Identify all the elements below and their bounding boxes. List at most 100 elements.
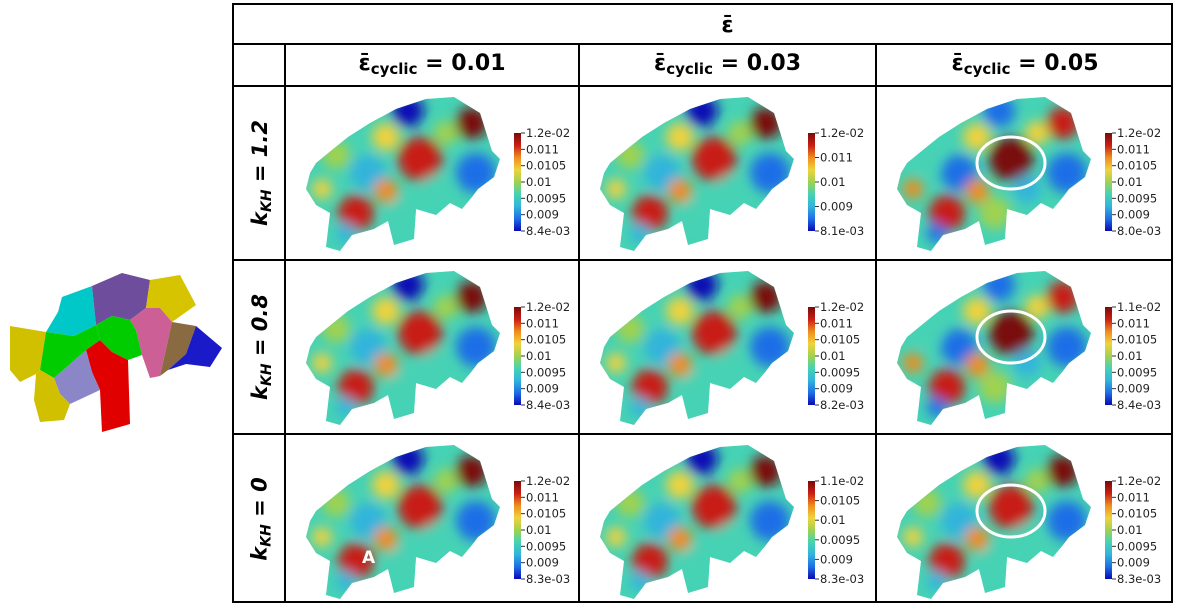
colorbar-tick-label: 0.009 xyxy=(820,200,853,214)
colorbar-tick-label: 0.009 xyxy=(526,382,559,396)
colorbar-tick-label: 0.009 xyxy=(526,208,559,222)
grain-green-center xyxy=(96,316,142,360)
strain-field xyxy=(600,97,794,251)
strain-map-cell-r1-c1: 1.2e-02 0.011 0.0105 0.01 0.0095 0.009 8.4e-03 xyxy=(286,87,578,259)
strain-field xyxy=(600,271,794,425)
grain-blue xyxy=(168,326,222,370)
colorbar-tick-label: 8.1e-03 xyxy=(820,224,864,238)
colorbar: 1.2e-02 0.011 0.0105 0.01 0.0095 0.009 8.3e-03 xyxy=(514,474,570,586)
colorbar: 1.1e-02 0.0105 0.01 0.0095 0.009 8.3e-03 xyxy=(808,474,864,586)
strain-map-svg: 1.2e-02 0.011 0.0105 0.01 0.0095 0.009 8.0e-03 xyxy=(897,97,1161,251)
colorbar-tick-label: 0.011 xyxy=(820,316,853,330)
colorbar-tick-label: 0.01 xyxy=(1117,523,1143,537)
strain-field: A xyxy=(306,445,500,599)
row-header-3: kKH = 0 xyxy=(248,477,276,561)
colorbar-tick-label: 0.01 xyxy=(820,175,846,189)
grain-brown xyxy=(160,322,196,376)
colorbar: 1.2e-02 0.011 0.0105 0.01 0.0095 0.009 8.4e-03 xyxy=(514,126,570,238)
colorbar-tick-label: 8.0e-03 xyxy=(1117,224,1161,238)
colorbar-tick-label: 0.0105 xyxy=(820,494,860,508)
grain-green-left xyxy=(40,325,100,378)
column-header-2: ε̄cyclic = 0.03 xyxy=(653,51,802,78)
colorbar-tick-label: 0.0095 xyxy=(526,539,566,553)
colorbar-tick-label: 0.009 xyxy=(1117,556,1150,570)
strain-field xyxy=(600,445,794,599)
colorbar-tick-label: 0.0105 xyxy=(1117,507,1157,521)
colorbar-tick-label: 0.01 xyxy=(526,175,552,189)
colorbar-tick-label: 0.009 xyxy=(820,552,853,566)
strain-map-cell-r3-c3: 1.2e-02 0.011 0.0105 0.01 0.0095 0.009 8.3e-03 xyxy=(877,435,1173,603)
row-header-2: kKH = 0.8 xyxy=(248,294,275,400)
colorbar-tick-label: 8.4e-03 xyxy=(1117,398,1161,412)
strain-map-svg: 1.1e-02 0.0105 0.01 0.0095 0.009 8.3e-03 xyxy=(600,445,864,599)
strain-field xyxy=(306,97,500,251)
strain-map-svg: 1.2e-02 0.011 0.0105 0.01 0.0095 0.009 8.4e-03 xyxy=(306,271,570,425)
colorbar-tick-label: 1.1e-02 xyxy=(1117,300,1161,314)
column-header-3: ε̄cyclic = 0.05 xyxy=(951,51,1099,78)
colorbar-tick-label: 0.009 xyxy=(820,382,853,396)
highlight-ellipse xyxy=(975,483,1047,539)
strain-map-svg: A 1.2e-02 0.011 0.0105 0.01 0.0095 0.009 8.3e-0… xyxy=(306,445,570,599)
colorbar-tick-label: 0.011 xyxy=(820,151,853,165)
colorbar-tick-label: 1.2e-02 xyxy=(526,474,570,488)
colorbar-tick-label: 0.011 xyxy=(526,490,559,504)
colorbar-tick-label: 0.01 xyxy=(1117,349,1143,363)
colorbar-tick-label: 0.0095 xyxy=(526,191,566,205)
colorbar-tick-label: 8.3e-03 xyxy=(820,572,864,586)
colorbar-tick-label: 0.0095 xyxy=(820,365,860,379)
highlight-ellipse xyxy=(975,135,1047,191)
colorbar-tick-label: 1.2e-02 xyxy=(1117,126,1161,140)
colorbar-tick-label: 0.0095 xyxy=(1117,191,1157,205)
colorbar-tick-label: 0.009 xyxy=(1117,208,1150,222)
row-header-1: kKH = 1.2 xyxy=(248,120,275,226)
colorbar: 1.2e-02 0.011 0.0105 0.01 0.0095 0.009 8.0e-03 xyxy=(1105,126,1161,238)
strain-map-svg: 1.2e-02 0.011 0.0105 0.01 0.0095 0.009 8.3e-03 xyxy=(897,445,1161,599)
colorbar: 1.1e-02 0.011 0.0105 0.01 0.0095 0.009 8.4e-03 xyxy=(1105,300,1161,412)
grain-pink xyxy=(130,308,172,378)
colorbar-tick-label: 0.009 xyxy=(526,556,559,570)
grain-yellow-bottom xyxy=(34,370,70,422)
region-marker-a: A xyxy=(362,548,376,568)
colorbar-tick-label: 8.4e-03 xyxy=(526,398,570,412)
colorbar-tick-label: 0.011 xyxy=(526,142,559,156)
colorbar-tick-label: 1.1e-02 xyxy=(820,474,864,488)
colorbar-tick-label: 0.011 xyxy=(1117,490,1150,504)
colorbar-tick-label: 0.011 xyxy=(526,316,559,330)
colorbar-tick-label: 0.009 xyxy=(1117,382,1150,396)
colorbar-tick-label: 0.0095 xyxy=(526,365,566,379)
strain-map-cell-r3-c2: 1.1e-02 0.0105 0.01 0.0095 0.009 8.3e-03 xyxy=(580,435,875,603)
strain-field xyxy=(897,97,1091,251)
colorbar-tick-label: 8.3e-03 xyxy=(1117,572,1161,586)
colorbar-tick-label: 0.0095 xyxy=(820,533,860,547)
strain-map-cell-r2-c3: 1.1e-02 0.011 0.0105 0.01 0.0095 0.009 8.4e-03 xyxy=(877,261,1173,433)
strain-map-svg: 1.1e-02 0.011 0.0105 0.01 0.0095 0.009 8.4e-03 xyxy=(897,271,1161,425)
colorbar: 1.2e-02 0.011 0.0105 0.01 0.0095 0.009 8.3e-03 xyxy=(1105,474,1161,586)
strain-map-cell-r3-c1: A 1.2e-02 0.011 0.0105 0.01 0.0095 0.009 8.3e-0… xyxy=(286,435,578,603)
grain-yellow-left xyxy=(10,326,46,382)
grain-lavender xyxy=(54,350,100,404)
colorbar: 1.2e-02 0.011 0.0105 0.01 0.0095 0.009 8.2e-03 xyxy=(808,300,864,412)
colorbar-tick-label: 0.0105 xyxy=(526,159,566,173)
grain-cyan xyxy=(46,286,96,336)
colorbar-tick-label: 0.0105 xyxy=(1117,159,1157,173)
colorbar-tick-label: 1.2e-02 xyxy=(820,300,864,314)
colorbar-tick-label: 0.0095 xyxy=(1117,539,1157,553)
colorbar-tick-label: 0.01 xyxy=(1117,175,1143,189)
colorbar-tick-label: 0.011 xyxy=(1117,142,1150,156)
colorbar-tick-label: 8.3e-03 xyxy=(526,572,570,586)
colorbar: 1.2e-02 0.011 0.0105 0.01 0.0095 0.009 8.4e-03 xyxy=(514,300,570,412)
colorbar-tick-label: 1.2e-02 xyxy=(526,126,570,140)
strain-map-cell-r2-c1: 1.2e-02 0.011 0.0105 0.01 0.0095 0.009 8.4e-03 xyxy=(286,261,578,433)
strain-field xyxy=(897,445,1091,599)
colorbar-tick-label: 1.2e-02 xyxy=(820,126,864,140)
colorbar-tick-label: 0.011 xyxy=(1117,316,1150,330)
highlight-ellipse xyxy=(975,309,1047,365)
colorbar: 1.2e-02 0.011 0.01 0.009 8.1e-03 xyxy=(808,126,864,238)
colorbar-tick-label: 1.2e-02 xyxy=(526,300,570,314)
colorbar-tick-label: 0.01 xyxy=(820,349,846,363)
strain-map-cell-r1-c3: 1.2e-02 0.011 0.0105 0.01 0.0095 0.009 8.0e-03 xyxy=(877,87,1173,259)
table-title: ε̄ xyxy=(721,13,734,38)
strain-field xyxy=(897,271,1091,425)
colorbar-tick-label: 0.01 xyxy=(526,349,552,363)
strain-field xyxy=(306,271,500,425)
